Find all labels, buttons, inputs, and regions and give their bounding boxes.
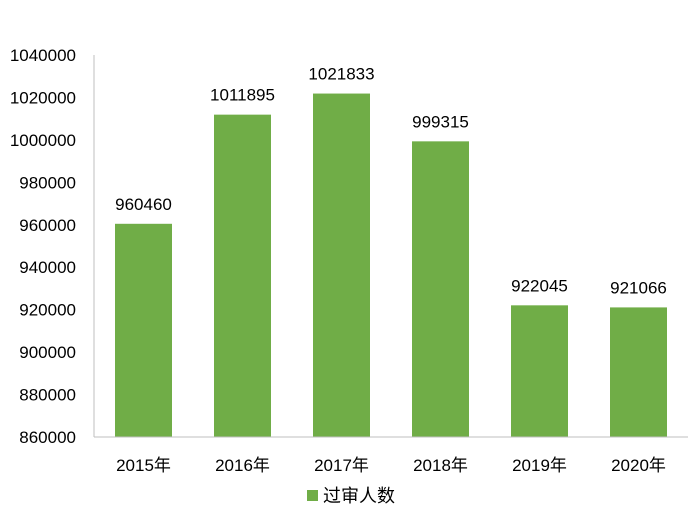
data-labels: 960460 1011895 1021833 999315 922045 921066 xyxy=(115,65,667,298)
y-tick-label: 960000 xyxy=(19,216,76,235)
data-label: 1011895 xyxy=(210,86,275,105)
y-tick-label: 900000 xyxy=(19,343,76,362)
y-tick-label: 1000000 xyxy=(10,131,76,150)
y-axis: 860000 880000 900000 920000 940000 960000 9800… xyxy=(10,46,95,447)
x-tick-label: 2018年 xyxy=(413,456,468,475)
x-tick-label: 2017年 xyxy=(314,456,369,475)
bar xyxy=(313,93,370,437)
bar xyxy=(610,307,667,437)
x-tick-label: 2016年 xyxy=(215,456,270,475)
x-tick-label: 2019年 xyxy=(512,456,567,475)
data-label: 921066 xyxy=(610,278,667,297)
y-tick-label: 1040000 xyxy=(10,46,76,65)
x-tick-label: 2015年 xyxy=(116,456,171,475)
y-tick-label: 1020000 xyxy=(10,88,76,107)
bar xyxy=(214,114,271,438)
y-tick-label: 860000 xyxy=(19,428,76,447)
data-label: 1021833 xyxy=(308,65,374,84)
x-axis: 2015年 2016年 2017年 2018年 2019年 2020年 xyxy=(94,436,688,475)
y-tick-label: 920000 xyxy=(19,301,76,320)
bar xyxy=(511,305,568,437)
data-label: 999315 xyxy=(412,112,469,131)
data-label: 922045 xyxy=(511,276,568,295)
y-tick-label: 980000 xyxy=(19,173,76,192)
data-label: 960460 xyxy=(115,195,172,214)
legend-swatch xyxy=(307,490,318,501)
bar xyxy=(115,223,172,437)
legend: 过审人数 xyxy=(307,486,395,506)
y-tick-label: 880000 xyxy=(19,386,76,405)
bars xyxy=(115,93,667,438)
y-tick-label: 940000 xyxy=(19,258,76,277)
bar xyxy=(412,141,469,438)
legend-label: 过审人数 xyxy=(323,486,395,506)
x-tick-label: 2020年 xyxy=(611,456,666,475)
